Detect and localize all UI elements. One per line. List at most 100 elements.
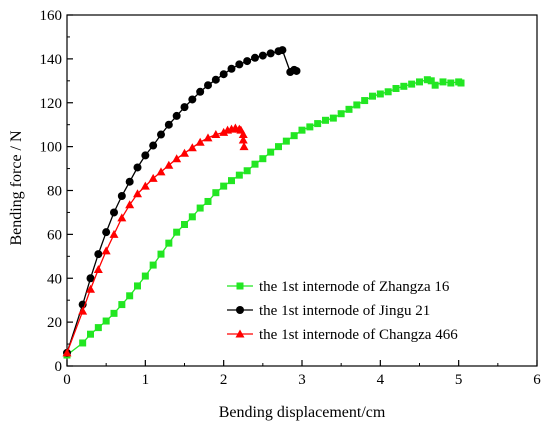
y-tick-label: 100 xyxy=(40,140,63,156)
data-point xyxy=(329,114,337,122)
data-point xyxy=(376,90,384,98)
data-point xyxy=(353,101,361,109)
data-point xyxy=(238,130,248,139)
data-point xyxy=(239,142,249,151)
data-point xyxy=(251,160,259,168)
data-point xyxy=(188,95,197,104)
data-point xyxy=(164,160,174,169)
y-tick-label: 80 xyxy=(47,184,62,200)
data-point xyxy=(110,309,118,317)
data-point xyxy=(125,177,134,186)
data-point xyxy=(258,51,267,60)
series-line xyxy=(66,127,245,354)
data-point xyxy=(238,135,248,144)
data-point xyxy=(408,80,416,88)
data-point xyxy=(117,191,126,200)
data-point xyxy=(149,261,157,269)
data-point xyxy=(266,49,275,58)
data-point xyxy=(62,348,72,357)
x-axis-title: Bending displacement/cm xyxy=(219,404,386,421)
data-point xyxy=(203,133,213,142)
legend-item: the 1st internode of Changza 466 xyxy=(227,327,458,343)
y-tick-label: 20 xyxy=(47,315,62,331)
data-point xyxy=(292,66,301,75)
data-point xyxy=(86,274,95,283)
data-point xyxy=(447,79,455,87)
data-point xyxy=(156,167,166,176)
data-point xyxy=(267,148,275,156)
y-tick-label: 140 xyxy=(40,52,63,68)
data-point xyxy=(181,221,188,229)
legend-item: the 1st internode of Jingu 21 xyxy=(227,303,430,319)
data-point xyxy=(141,272,149,280)
data-point xyxy=(400,82,408,90)
legend-marker xyxy=(236,306,244,314)
data-point xyxy=(117,213,127,222)
data-point xyxy=(290,132,298,140)
data-point xyxy=(282,137,290,145)
data-point xyxy=(219,70,228,79)
legend-label: the 1st internode of Changza 466 xyxy=(259,327,458,343)
legend-label: the 1st internode of Zhangza 16 xyxy=(259,279,450,295)
x-tick-label: 5 xyxy=(455,372,463,388)
data-point xyxy=(133,189,142,198)
data-point xyxy=(94,324,102,332)
series-circle xyxy=(63,46,301,357)
data-point xyxy=(86,284,95,293)
data-point xyxy=(172,111,181,120)
data-point xyxy=(140,181,150,190)
legend-marker xyxy=(236,282,244,290)
data-point xyxy=(275,143,282,151)
legend-label: the 1st internode of Jingu 21 xyxy=(259,303,430,319)
data-point xyxy=(228,177,235,185)
x-tick-label: 2 xyxy=(220,372,228,388)
data-point xyxy=(345,105,353,113)
data-point xyxy=(392,84,400,92)
x-tick-label: 3 xyxy=(298,372,306,388)
x-tick-label: 6 xyxy=(533,372,541,388)
y-axis-title: Bending force / N xyxy=(8,130,25,246)
x-tick-label: 1 xyxy=(142,372,150,388)
data-point xyxy=(78,306,88,315)
data-point xyxy=(118,301,126,309)
data-point xyxy=(101,246,111,255)
data-point xyxy=(172,154,182,163)
data-point xyxy=(427,77,435,85)
data-point xyxy=(180,148,189,157)
data-point xyxy=(322,116,329,124)
x-tick-label: 0 xyxy=(63,372,71,388)
data-point xyxy=(337,110,345,118)
data-point xyxy=(220,182,228,190)
data-point xyxy=(219,127,229,136)
data-point xyxy=(109,229,119,238)
data-point xyxy=(102,317,110,325)
data-point xyxy=(87,330,94,338)
series-layer xyxy=(62,46,465,359)
data-point xyxy=(211,130,221,139)
y-tick-label: 120 xyxy=(40,96,63,112)
data-point xyxy=(212,189,220,197)
legend-marker xyxy=(235,329,245,338)
y-tick-label: 0 xyxy=(55,359,63,375)
series-triangle xyxy=(62,123,249,357)
data-point xyxy=(196,204,204,212)
legend-item: the 1st internode of Zhangza 16 xyxy=(227,279,450,295)
data-point xyxy=(235,60,244,69)
y-tick-label: 40 xyxy=(47,271,62,287)
data-point xyxy=(314,120,322,128)
data-point xyxy=(243,167,251,175)
data-point xyxy=(173,228,181,236)
data-point xyxy=(79,339,87,347)
series-square xyxy=(63,76,465,359)
data-point xyxy=(384,88,392,96)
data-point xyxy=(149,141,158,150)
data-point xyxy=(148,173,158,182)
data-point xyxy=(369,92,376,100)
data-point xyxy=(235,171,243,179)
data-point xyxy=(164,120,173,129)
legend: the 1st internode of Zhangza 16 the 1st i… xyxy=(227,279,458,343)
data-point xyxy=(204,81,212,90)
data-point xyxy=(93,264,103,273)
data-point xyxy=(439,78,447,86)
data-point xyxy=(278,46,287,55)
